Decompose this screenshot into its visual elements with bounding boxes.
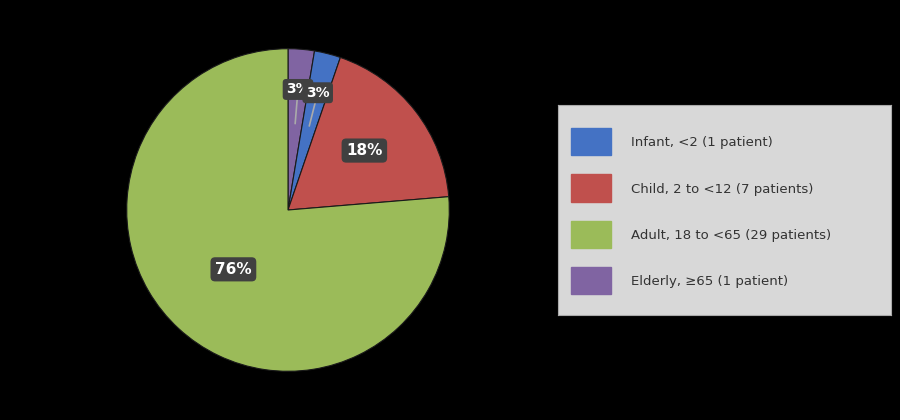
Bar: [572, 128, 611, 155]
Bar: [572, 267, 611, 294]
Text: Child, 2 to <12 (7 patients): Child, 2 to <12 (7 patients): [631, 183, 814, 195]
Wedge shape: [288, 49, 314, 210]
Text: Infant, <2 (1 patient): Infant, <2 (1 patient): [631, 136, 773, 149]
Bar: [572, 220, 611, 248]
Text: Elderly, ≥65 (1 patient): Elderly, ≥65 (1 patient): [631, 275, 788, 288]
Wedge shape: [288, 51, 340, 210]
Wedge shape: [288, 58, 449, 210]
Text: 18%: 18%: [346, 143, 382, 158]
Text: 3%: 3%: [306, 86, 329, 100]
Text: 3%: 3%: [286, 82, 310, 97]
Text: Adult, 18 to <65 (29 patients): Adult, 18 to <65 (29 patients): [631, 229, 832, 241]
Bar: [572, 174, 611, 202]
Text: 76%: 76%: [215, 262, 252, 277]
Wedge shape: [127, 49, 449, 371]
